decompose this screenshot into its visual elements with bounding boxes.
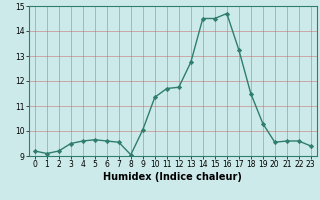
X-axis label: Humidex (Indice chaleur): Humidex (Indice chaleur) xyxy=(103,172,242,182)
